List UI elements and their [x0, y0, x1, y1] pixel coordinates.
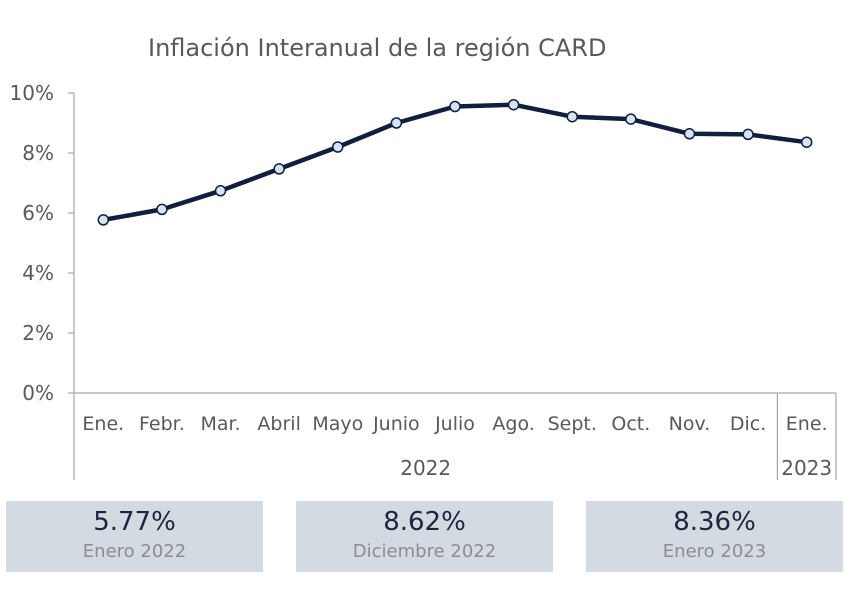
y-tick-label: 4% — [22, 261, 54, 285]
stat-card-enero-2022: 5.77% Enero 2022 — [6, 501, 263, 572]
x-tick-label: Mar. — [200, 413, 240, 435]
data-point — [507, 98, 520, 111]
x-tick-label: Julio — [434, 413, 475, 435]
data-point — [156, 203, 168, 216]
data-point — [800, 136, 813, 148]
y-tick-label: 8% — [22, 141, 54, 165]
stat-value: 8.62% — [383, 507, 466, 537]
data-point — [566, 110, 578, 123]
series-line — [101, 102, 809, 223]
year-group-label: 2022 — [400, 456, 451, 480]
stat-value: 5.77% — [93, 507, 176, 537]
x-tick-label: Sept. — [548, 413, 597, 435]
x-tick-label: Oct. — [611, 413, 650, 435]
y-tick-label: 2% — [22, 321, 54, 345]
stat-card-enero-2023: 8.36% Enero 2023 — [586, 501, 843, 572]
x-tick-label: Mayo — [312, 413, 363, 435]
y-tick-label: 6% — [22, 201, 54, 225]
stat-value: 8.36% — [673, 507, 756, 537]
data-point — [332, 141, 344, 153]
data-point — [449, 100, 461, 113]
stat-label: Diciembre 2022 — [352, 541, 497, 562]
line-chart: 0% 2% 4% 6% 8% 10% Ene. Febr. Mar. Abril Mayo Junio… — [10, 81, 837, 480]
data-point — [625, 113, 637, 125]
data-point — [273, 163, 285, 175]
x-tick-label: Ene. — [82, 413, 124, 435]
x-tick-label: Junio — [372, 413, 420, 435]
y-tick-label: 10% — [10, 81, 54, 105]
x-tick-label: Dic. — [730, 413, 766, 435]
x-tick-label: Abril — [257, 413, 300, 435]
year-group-label: 2023 — [781, 456, 832, 480]
stat-label: Enero 2023 — [662, 541, 767, 562]
data-point — [742, 128, 754, 141]
stat-card-diciembre-2022: 8.62% Diciembre 2022 — [296, 501, 553, 572]
x-tick-label: Nov. — [669, 413, 711, 435]
chart-title: Inflación Interanual de la región CARD — [148, 34, 607, 62]
x-tick-label: Febr. — [139, 413, 185, 435]
y-tick-label: 0% — [22, 381, 54, 405]
x-tick-label: Ene. — [786, 413, 828, 435]
x-tick-label: Ago. — [492, 413, 534, 435]
data-point — [683, 128, 696, 140]
data-point — [390, 117, 403, 129]
data-point — [97, 214, 110, 226]
stat-label: Enero 2022 — [82, 541, 187, 562]
data-point — [214, 185, 227, 197]
